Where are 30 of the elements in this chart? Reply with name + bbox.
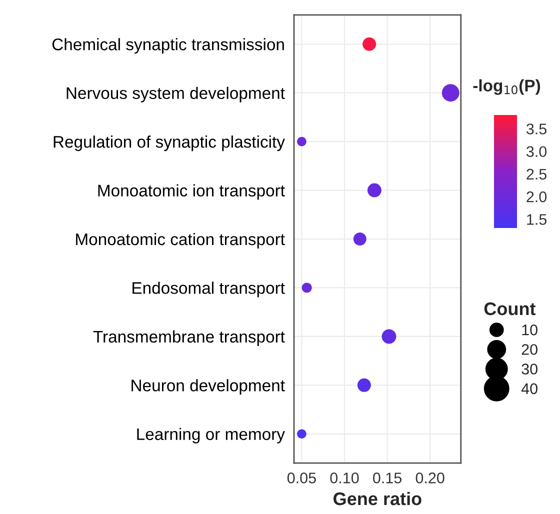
y-tick-label: Nervous system development <box>66 86 285 102</box>
legend-label: 10 <box>522 324 538 336</box>
legend-label: 20 <box>522 344 538 355</box>
y-tick-label: Regulation of synaptic plasticity <box>54 136 285 152</box>
color-bar-title: -log$_{10}$(P) <box>473 79 540 95</box>
point <box>353 232 366 246</box>
y-tick-label: Neuron development <box>132 379 285 395</box>
color-bar-label: 3.0 <box>526 146 547 158</box>
y-tick-label: Monoatomic ion transport <box>98 184 285 200</box>
x-tick-label: 0.05 <box>287 472 316 484</box>
point <box>367 183 382 198</box>
legend-title: Count <box>484 302 536 316</box>
legend-label: 30 <box>522 364 538 375</box>
x-tick-label: 0.10 <box>330 472 359 484</box>
color-bar-label: 3.5 <box>526 124 547 134</box>
y-tick-label: Learning or memory <box>137 428 285 444</box>
color-bar-label: 2.0 <box>526 191 547 202</box>
point <box>382 329 396 344</box>
y-tick-label: Chemical synaptic transmission <box>52 38 284 54</box>
x-tick-label: 0.15 <box>373 472 402 484</box>
y-tick-label: Endosomal transport <box>132 282 285 298</box>
y-tick-label: Monoatomic cation transport <box>76 232 285 249</box>
color-bar-label: 1.5 <box>527 214 547 225</box>
point <box>362 37 376 51</box>
color-bar-label: 2.5 <box>526 168 547 180</box>
x-tick-label: 0.20 <box>416 472 444 484</box>
legend-label: 40 <box>521 383 538 394</box>
x-axis-title: Gene ratio <box>334 492 422 506</box>
point <box>357 378 371 392</box>
y-tick-label: Transmembrane transport <box>93 330 285 346</box>
